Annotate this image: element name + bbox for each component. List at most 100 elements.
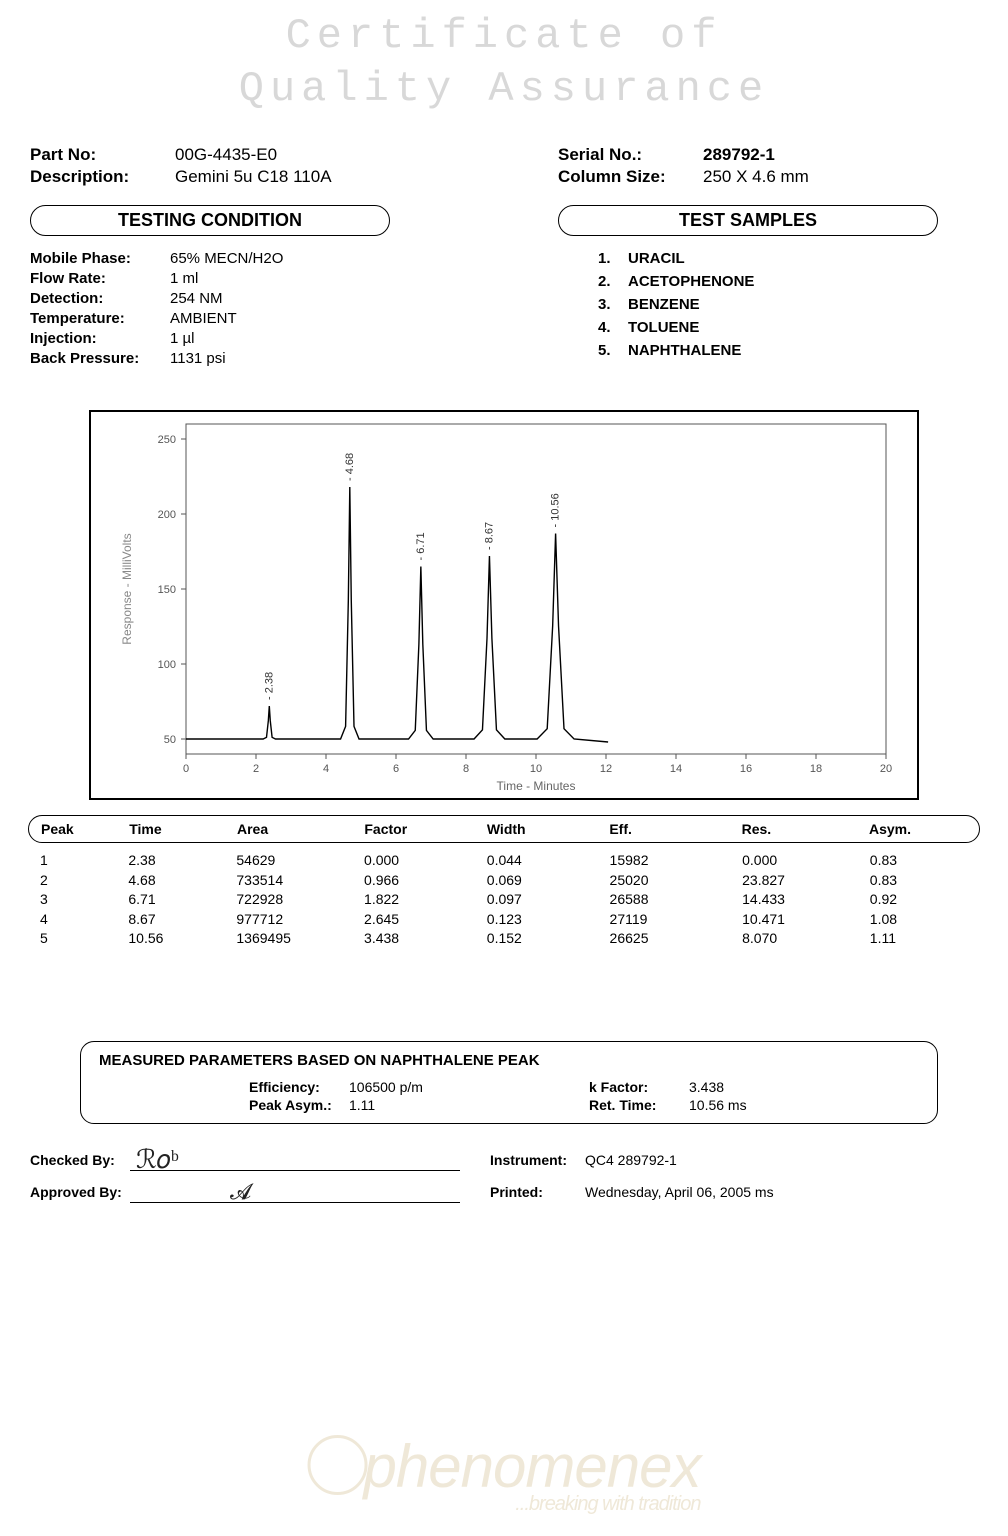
chart-svg: 5010015020025002468101214161820Time - Mi… — [91, 412, 921, 802]
table-cell: 0.000 — [364, 851, 487, 871]
svg-text:8: 8 — [463, 763, 469, 775]
rettime-label: Ret. Time: — [589, 1097, 689, 1113]
efficiency-label: Efficiency: — [249, 1079, 349, 1095]
instrument-label: Instrument: — [490, 1152, 585, 1168]
back-pressure-value: 1131 psi — [170, 350, 226, 367]
rettime-value: 10.56 ms — [689, 1097, 747, 1113]
table-column-header: Peak — [41, 821, 129, 837]
chromatogram-chart: 5010015020025002468101214161820Time - Mi… — [89, 410, 919, 800]
table-cell: 0.966 — [364, 871, 487, 891]
table-row: 48.679777122.6450.1232711910.4711.08 — [40, 910, 968, 930]
table-cell: 10.56 — [128, 929, 236, 949]
title-line-1: Certificate of — [20, 10, 988, 63]
table-cell: 27119 — [610, 910, 743, 930]
sample-row: 2.ACETOPHENONE — [598, 273, 978, 290]
description-label: Description: — [30, 167, 175, 187]
table-cell: 8.070 — [742, 929, 870, 949]
table-cell: 54629 — [236, 851, 364, 871]
sample-row: 3.BENZENE — [598, 296, 978, 313]
table-column-header: Time — [129, 821, 237, 837]
svg-text:- 2.38: - 2.38 — [263, 672, 275, 700]
svg-text:- 4.68: - 4.68 — [344, 453, 356, 481]
svg-text:10: 10 — [530, 763, 542, 775]
measured-parameters-box: MEASURED PARAMETERS BASED ON NAPHTHALENE… — [80, 1041, 938, 1124]
svg-text:- 10.56: - 10.56 — [550, 493, 562, 527]
flow-rate-label: Flow Rate: — [30, 270, 170, 287]
instrument-value: QC4 289792-1 — [585, 1152, 677, 1168]
kfactor-label: k Factor: — [589, 1079, 689, 1095]
table-cell: 4.68 — [128, 871, 236, 891]
table-cell: 0.069 — [487, 871, 610, 891]
params-title: MEASURED PARAMETERS BASED ON NAPHTHALENE… — [99, 1052, 919, 1069]
peaks-table-body: 12.38546290.0000.044159820.0000.8324.687… — [20, 849, 988, 951]
table-cell: 15982 — [610, 851, 743, 871]
serial-value: 289792-1 — [703, 145, 775, 165]
table-cell: 3 — [40, 890, 128, 910]
brand-tagline: ...breaking with tradition — [308, 1493, 701, 1516]
table-row: 12.38546290.0000.044159820.0000.83 — [40, 851, 968, 871]
svg-text:2: 2 — [253, 763, 259, 775]
table-cell: 0.097 — [487, 890, 610, 910]
table-cell: 977712 — [236, 910, 364, 930]
table-cell: 26588 — [610, 890, 743, 910]
checked-by-signature: ℛ𝑜ᵇ — [130, 1149, 460, 1171]
table-cell: 2.645 — [364, 910, 487, 930]
table-column-header: Area — [237, 821, 364, 837]
description-value: Gemini 5u C18 110A — [175, 167, 332, 187]
table-cell: 0.83 — [870, 871, 968, 891]
svg-text:14: 14 — [670, 763, 682, 775]
sample-row: 1.URACIL — [598, 250, 978, 267]
svg-text:6: 6 — [393, 763, 399, 775]
approved-by-label: Approved By: — [30, 1184, 130, 1200]
table-cell: 14.433 — [742, 890, 870, 910]
testing-condition-header: TESTING CONDITION — [30, 205, 390, 236]
svg-text:18: 18 — [810, 763, 822, 775]
svg-text:16: 16 — [740, 763, 752, 775]
table-cell: 0.92 — [870, 890, 968, 910]
table-row: 24.687335140.9660.0692502023.8270.83 — [40, 871, 968, 891]
table-cell: 733514 — [236, 871, 364, 891]
efficiency-value: 106500 p/m — [349, 1079, 423, 1095]
mobile-phase-label: Mobile Phase: — [30, 250, 170, 267]
colsize-value: 250 X 4.6 mm — [703, 167, 809, 187]
svg-text:4: 4 — [323, 763, 329, 775]
svg-text:150: 150 — [158, 584, 176, 596]
test-samples-header: TEST SAMPLES — [558, 205, 938, 236]
mobile-phase-value: 65% MECN/H2O — [170, 250, 283, 267]
table-cell: 1.08 — [870, 910, 968, 930]
table-cell: 26625 — [610, 929, 743, 949]
table-row: 510.5613694953.4380.152266258.0701.11 — [40, 929, 968, 949]
temperature-value: AMBIENT — [170, 310, 237, 327]
svg-text:Response - MilliVolts: Response - MilliVolts — [120, 533, 134, 644]
table-cell: 1.11 — [870, 929, 968, 949]
table-cell: 1369495 — [236, 929, 364, 949]
table-cell: 10.471 — [742, 910, 870, 930]
table-cell: 5 — [40, 929, 128, 949]
table-cell: 2 — [40, 871, 128, 891]
printed-value: Wednesday, April 06, 2005 ms — [585, 1184, 774, 1200]
sample-row: 4.TOLUENE — [598, 319, 978, 336]
svg-text:- 8.67: - 8.67 — [483, 522, 495, 550]
injection-label: Injection: — [30, 330, 170, 347]
temperature-label: Temperature: — [30, 310, 170, 327]
table-row: 36.717229281.8220.0972658814.4330.92 — [40, 890, 968, 910]
asym-label: Peak Asym.: — [249, 1097, 349, 1113]
part-no-value: 00G-4435-E0 — [175, 145, 277, 165]
table-cell: 1 — [40, 851, 128, 871]
header-right: Serial No.: 289792-1 Column Size: 250 X … — [558, 145, 978, 370]
table-column-header: Res. — [742, 821, 869, 837]
certificate-title: Certificate of Quality Assurance — [20, 10, 988, 115]
table-column-header: Eff. — [609, 821, 741, 837]
svg-text:0: 0 — [183, 763, 189, 775]
table-column-header: Asym. — [869, 821, 967, 837]
table-cell: 722928 — [236, 890, 364, 910]
detection-value: 254 NM — [170, 290, 223, 307]
kfactor-value: 3.438 — [689, 1079, 724, 1095]
svg-text:50: 50 — [164, 734, 176, 746]
table-cell: 23.827 — [742, 871, 870, 891]
svg-text:12: 12 — [600, 763, 612, 775]
table-cell: 2.38 — [128, 851, 236, 871]
approved-by-signature: 𝓐 — [130, 1181, 460, 1203]
footer: Checked By: ℛ𝑜ᵇ Instrument: QC4 289792-1… — [30, 1149, 978, 1203]
brand-icon — [308, 1435, 368, 1495]
